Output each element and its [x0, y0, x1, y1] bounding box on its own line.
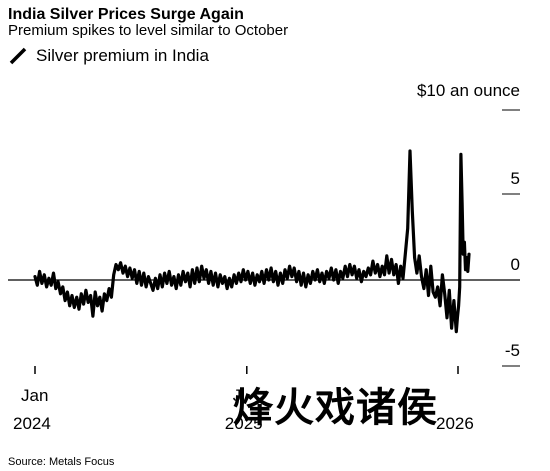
chart-title: India Silver Prices Surge Again	[8, 6, 244, 23]
line-swatch-icon	[9, 47, 27, 65]
x-tick-label-year: 2026	[436, 414, 474, 433]
y-tick-label: -5	[505, 341, 520, 360]
y-tick-label: 5	[511, 169, 520, 188]
watermark-text: 烽火戏诸侯	[233, 385, 438, 431]
legend: Silver premium in India	[8, 46, 209, 66]
series-line-silver-premium	[33, 149, 471, 334]
x-tick-label-month: J	[233, 386, 242, 405]
x-tick-label-year: 2024	[13, 414, 51, 433]
x-tick-label-month: Jan	[21, 386, 48, 405]
legend-label: Silver premium in India	[36, 46, 209, 65]
y-unit-label: $10 an ounce	[417, 81, 520, 100]
y-tick-label: 0	[511, 255, 520, 274]
chart-subtitle: Premium spikes to level similar to Octob…	[8, 22, 289, 39]
x-tick-label-year: 2025	[225, 414, 263, 433]
source-note: Source: Metals Focus	[8, 456, 115, 468]
